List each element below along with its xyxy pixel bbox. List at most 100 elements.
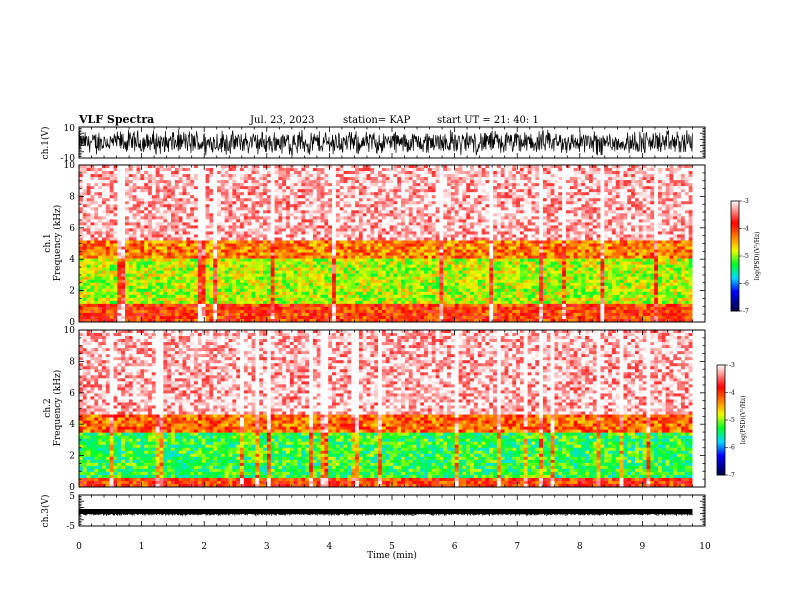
spectrogram-cell [424,312,429,317]
spectrogram-cell [316,177,321,181]
spectrogram-cell [408,300,413,305]
spectrogram-cell [128,168,133,172]
spectrogram-cell [121,276,126,281]
spectrogram-cell [194,246,199,250]
spectrogram-cell [232,255,237,259]
spectrogram-cell [332,288,337,293]
spectrogram-cell [247,282,252,287]
spectrogram-cell [201,168,206,172]
spectrogram-cell [105,276,110,281]
spectrogram-cell [98,300,103,305]
spectrogram-cell [128,255,133,259]
spectrogram-cell [90,213,95,217]
spectrogram-cell [309,270,314,274]
spectrogram-cell [408,258,413,262]
spectrogram-cell [435,177,440,181]
spectrogram-cell [94,186,99,190]
spectrogram-cell [305,306,310,311]
spectrogram-cell [366,231,371,235]
spectrogram-cell [324,264,329,268]
spectrogram-cell [259,204,264,208]
spectrogram-cell [113,249,118,253]
spectrogram-cell [332,177,337,181]
spectrogram-cell [385,315,390,320]
spectrogram-cell [305,309,310,314]
spectrogram-cell [312,243,318,247]
spectrogram-cell [197,198,202,202]
spectrogram-cell [94,258,99,262]
spectrogram-cell [186,219,191,223]
spectrogram-cell [94,291,99,296]
spectrogram-cell [86,192,91,196]
spectrogram-cell [113,303,118,308]
spectrogram-cell [155,213,160,217]
spectrogram-cell [86,219,91,223]
spectrogram-cell [404,261,410,265]
spectrogram-cell [121,168,126,172]
spectrogram-cell [274,177,279,181]
spectrogram-cell [182,294,187,299]
spectrogram-cell [251,186,256,190]
spectrogram-cell [328,246,333,250]
spectrogram-cell [355,213,360,217]
spectrogram-cell [351,261,356,265]
spectrogram-cell [228,255,233,259]
spectrogram-cell [240,309,245,314]
spectrogram-cell [286,186,291,190]
spectrogram-cell [316,300,321,305]
spectrogram-cell [339,246,344,250]
spectrogram-cell [148,306,153,311]
spectrogram-cell [412,273,417,278]
spectrogram-cell [427,189,433,193]
spectrogram-cell [171,309,176,314]
spectrogram-cell [297,201,302,205]
spectrogram-cell [366,180,371,184]
spectrogram-cell [404,267,410,271]
spectrogram-cell [167,273,172,278]
spectrogram-cell [347,279,352,284]
spectrogram-cell [155,294,160,299]
spectrogram-cell [247,228,252,232]
spectrogram-cell [201,309,206,314]
spectrogram-cell [171,207,176,211]
spectrogram-cell [401,255,406,259]
spectrogram-cell [259,243,264,247]
spectrogram-cell [105,171,110,175]
spectrogram-cell [282,288,287,293]
spectrogram-cell [105,309,110,314]
spectrogram-cell [217,183,222,187]
spectrogram-cell [324,177,329,181]
spectrogram-cell [128,210,133,214]
spectrogram-cell [424,201,429,205]
spectrogram-cell [190,261,195,265]
spectrogram-cell [358,255,364,259]
spectrogram-cell [347,264,352,268]
spectrogram-cell [113,300,118,305]
spectrogram-cell [148,219,153,223]
spectrogram-cell [240,297,245,302]
spectrogram-cell [328,195,333,199]
spectrogram-cell [420,171,425,175]
spectrogram-cell [305,267,310,271]
spectrogram-cell [404,309,410,314]
spectrogram-cell [213,189,218,193]
spectrogram-cell [297,309,302,314]
spectrogram-cell [159,282,164,287]
spectrogram-cell [339,276,344,281]
spectrogram-cell [362,225,367,229]
spectrogram-cell [420,273,425,278]
spectrogram-cell [148,213,153,217]
spectrogram-cell [293,198,298,202]
spectrogram-cell [335,240,341,244]
spectrogram-cell [255,183,260,187]
spectrogram-cell [328,276,333,281]
spectrogram-cell [397,246,402,250]
spectrogram-cell [121,210,126,214]
spectrogram-cell [217,201,222,205]
spectrogram-cell [121,171,126,175]
spectrogram-cell [293,183,298,187]
spectrogram-cell [155,303,160,308]
spectrogram-cell [335,249,341,253]
spectrogram-cell [393,288,398,293]
spectrogram-cell [228,318,233,322]
